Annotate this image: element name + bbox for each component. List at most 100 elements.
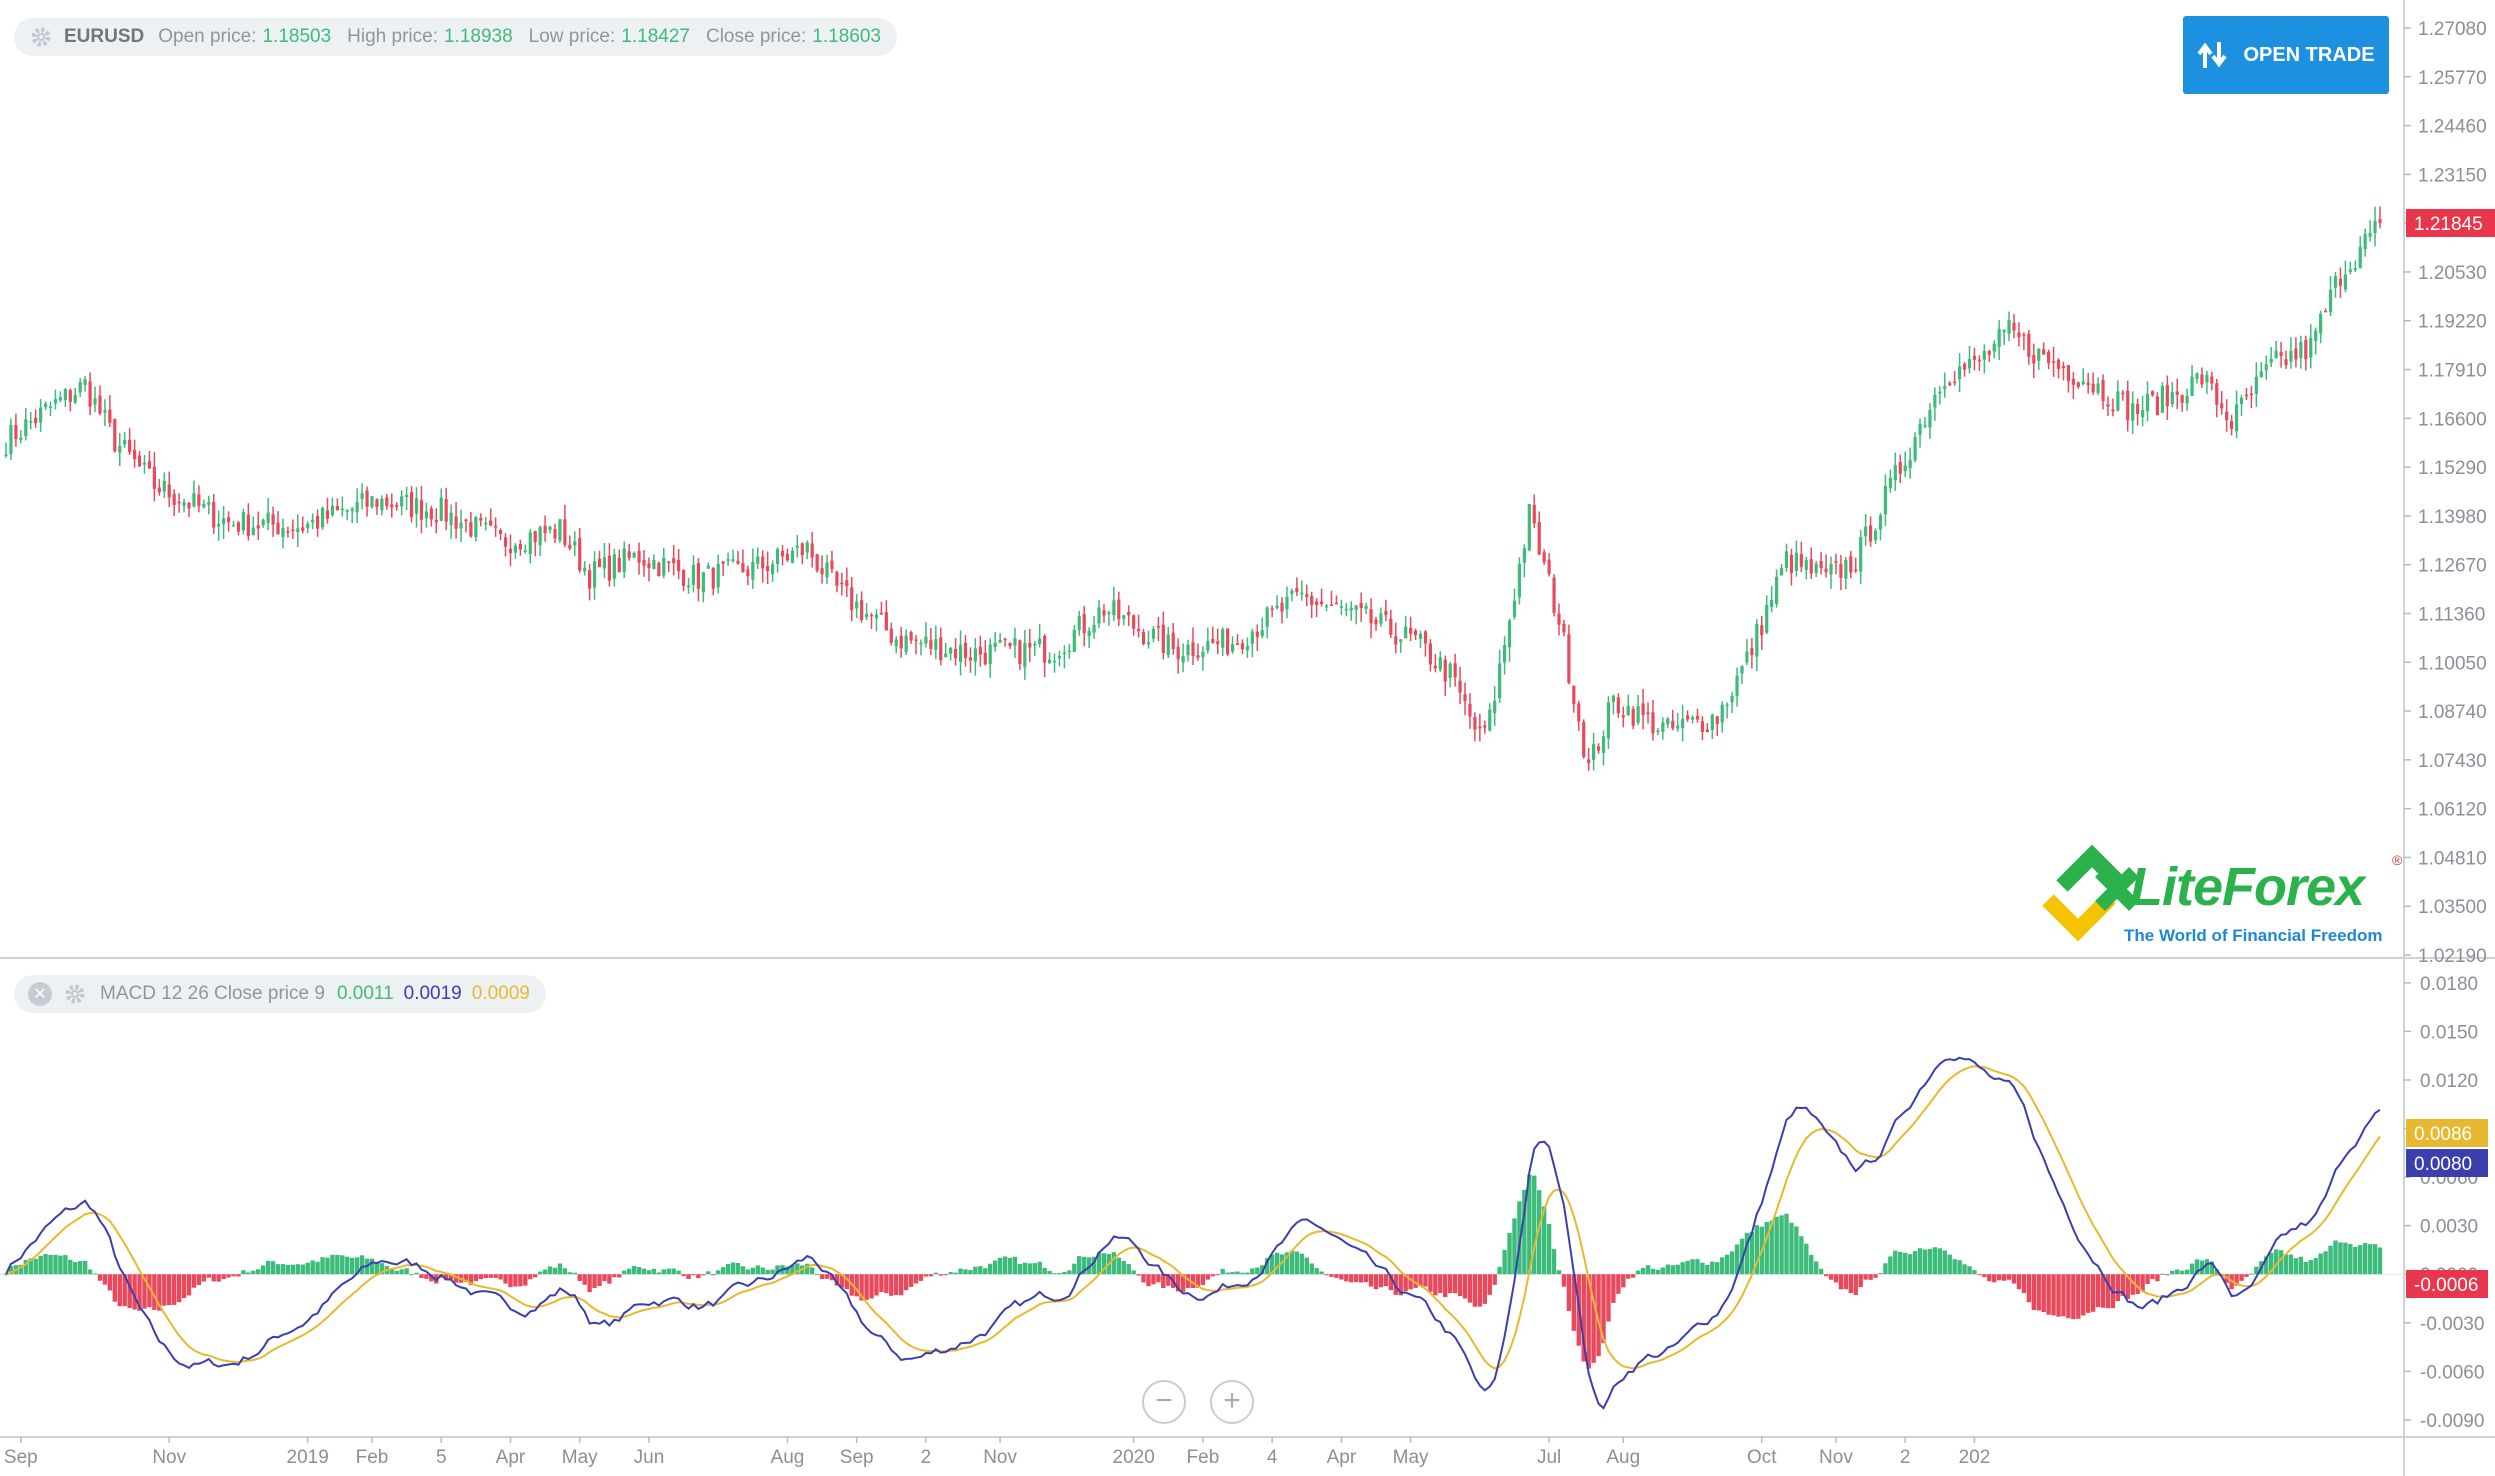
candle-body bbox=[157, 487, 161, 493]
macd-histogram-bar bbox=[2006, 1274, 2012, 1280]
candle-body bbox=[2160, 385, 2164, 413]
candle-body bbox=[1018, 640, 1022, 665]
macd-histogram-bar bbox=[23, 1260, 28, 1275]
macd-histogram-bar bbox=[671, 1268, 676, 1275]
open-trade-button[interactable]: OPEN TRADE bbox=[2183, 16, 2389, 94]
candle-body bbox=[1270, 608, 1274, 610]
macd-histogram-bar bbox=[948, 1272, 953, 1275]
candle-body bbox=[2185, 395, 2189, 404]
last-price-label: 1.21845 bbox=[2414, 214, 2483, 235]
candle-body bbox=[899, 635, 903, 649]
candle-body bbox=[1859, 537, 1863, 572]
macd-histogram-bar bbox=[696, 1274, 701, 1279]
candle-body bbox=[1750, 648, 1754, 656]
candle-body bbox=[1206, 640, 1210, 651]
macd-histogram-bar bbox=[1497, 1266, 1502, 1275]
candle-body bbox=[1458, 680, 1462, 693]
candle-body bbox=[1334, 602, 1339, 605]
candle-body bbox=[1527, 504, 1531, 551]
macd-histogram-bar bbox=[399, 1269, 404, 1275]
candle-body bbox=[43, 403, 48, 408]
macd-histogram-bar bbox=[943, 1274, 948, 1276]
macd-tick-label: 0.0030 bbox=[2420, 1217, 2478, 1238]
candle-body bbox=[2066, 365, 2071, 381]
candle-body bbox=[731, 559, 735, 562]
macd-histogram-bar bbox=[38, 1255, 43, 1275]
candle-body bbox=[2274, 350, 2278, 359]
candle-body bbox=[1626, 705, 1630, 716]
macd-histogram-bar bbox=[53, 1254, 58, 1275]
candle-body bbox=[1542, 552, 1546, 563]
macd-histogram-bar bbox=[1522, 1189, 1527, 1275]
macd-histogram-bar bbox=[1695, 1259, 1700, 1275]
candle-body bbox=[1819, 560, 1823, 569]
macd-histogram-bar bbox=[1537, 1190, 1542, 1275]
macd-histogram-bar bbox=[785, 1266, 790, 1275]
candle-body bbox=[1087, 630, 1091, 637]
macd-histogram-bar bbox=[1126, 1263, 1131, 1275]
macd-histogram-bar bbox=[2273, 1249, 2279, 1275]
gear-icon[interactable] bbox=[28, 24, 54, 50]
candle-body bbox=[533, 531, 537, 543]
macd-histogram-bar bbox=[676, 1270, 681, 1275]
candle-body bbox=[474, 517, 478, 538]
zoom-in-button[interactable]: + bbox=[1210, 1380, 1254, 1424]
candle-body bbox=[1779, 567, 1784, 576]
candle-body bbox=[785, 553, 790, 561]
macd-histogram-bar bbox=[1883, 1263, 1888, 1275]
macd-histogram-bar bbox=[251, 1270, 256, 1275]
candle-body bbox=[657, 563, 661, 577]
candle-body bbox=[1082, 614, 1086, 634]
candle-body bbox=[686, 585, 691, 588]
macd-histogram-bar bbox=[1403, 1274, 1408, 1292]
candle-body bbox=[1295, 587, 1299, 592]
macd-histogram-bar bbox=[8, 1266, 14, 1275]
macd-histogram-bar bbox=[1734, 1244, 1740, 1275]
macd-histogram-bar bbox=[1823, 1274, 1829, 1277]
price-tick-label: 1.08740 bbox=[2418, 702, 2487, 723]
candle-body bbox=[1958, 366, 1962, 380]
indicator-macd-value: 0.0019 bbox=[403, 983, 462, 1004]
candle-body bbox=[360, 493, 364, 500]
macd-histogram-bar bbox=[1898, 1251, 1903, 1275]
candle-body bbox=[1107, 612, 1111, 614]
macd-value-label: 0.0080 bbox=[2414, 1154, 2472, 1175]
macd-histogram-bar bbox=[2204, 1259, 2210, 1275]
macd-histogram-bar bbox=[63, 1255, 68, 1275]
candle-body bbox=[736, 560, 740, 564]
candle-body bbox=[1577, 703, 1581, 722]
candle-body bbox=[1473, 717, 1477, 730]
candle-body bbox=[1844, 559, 1848, 579]
candle-body bbox=[652, 559, 656, 569]
candle-body bbox=[2234, 404, 2239, 432]
macd-histogram-bar bbox=[2278, 1250, 2284, 1275]
candle-body bbox=[1587, 759, 1591, 764]
candle-body bbox=[1918, 424, 1922, 435]
macd-histogram-bar bbox=[1007, 1257, 1013, 1275]
gear-icon[interactable] bbox=[62, 981, 88, 1007]
macd-histogram-bar bbox=[1873, 1274, 1878, 1278]
candle-body bbox=[1171, 632, 1175, 649]
candle-body bbox=[1720, 704, 1724, 723]
macd-histogram-bar bbox=[2358, 1245, 2363, 1275]
macd-histogram-bar bbox=[978, 1266, 983, 1275]
macd-histogram-bar bbox=[1151, 1274, 1156, 1285]
candle-body bbox=[2076, 382, 2080, 387]
macd-histogram-bar bbox=[1388, 1274, 1394, 1291]
macd-histogram-bar bbox=[1720, 1257, 1725, 1275]
macd-histogram-bar bbox=[1299, 1253, 1305, 1275]
candle-body bbox=[2180, 395, 2184, 403]
macd-histogram-bar bbox=[706, 1271, 711, 1275]
macd-histogram-bar bbox=[2081, 1274, 2086, 1316]
price-tick-label: 1.24460 bbox=[2418, 117, 2487, 138]
candle-body bbox=[1789, 554, 1794, 574]
candle-body bbox=[2249, 393, 2254, 396]
candle-body bbox=[1997, 329, 2001, 348]
time-tick-label: 2020 bbox=[1113, 1447, 1155, 1468]
macd-histogram-bar bbox=[127, 1274, 132, 1308]
zoom-out-button[interactable]: − bbox=[1142, 1380, 1186, 1424]
macd-histogram-bar bbox=[2209, 1261, 2215, 1275]
macd-histogram-bar bbox=[913, 1274, 919, 1284]
close-indicator-icon[interactable]: ✕ bbox=[28, 982, 52, 1006]
